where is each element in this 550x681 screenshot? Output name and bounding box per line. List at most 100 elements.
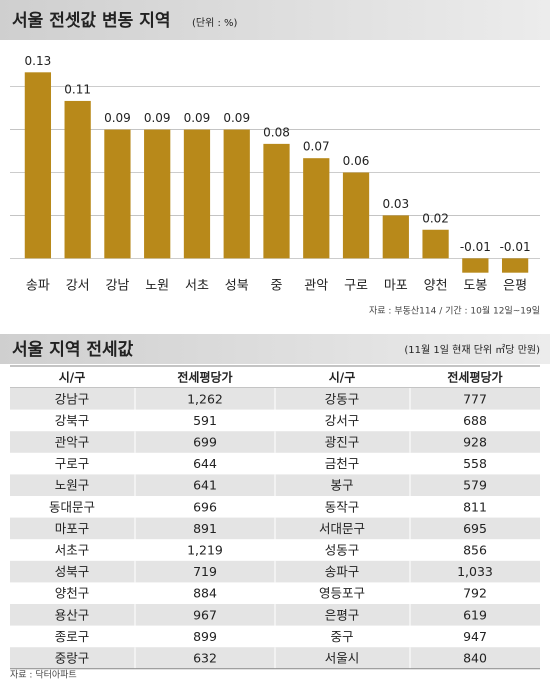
bar	[183, 129, 211, 259]
value-label: 0.09	[144, 111, 171, 125]
table-cell: 811	[463, 499, 487, 514]
chart-unit: (단위 : %)	[192, 16, 238, 29]
table-source: 자료 : 닥터아파트	[10, 670, 77, 681]
chart-title: 서울 전셋값 변동 지역	[12, 11, 171, 31]
bar	[223, 129, 250, 259]
table-cell: 1,219	[187, 543, 223, 558]
x-tick-label: 강서	[66, 279, 90, 294]
value-label: 0.13	[25, 54, 52, 68]
value-label: 0.06	[343, 154, 370, 168]
table-cell: 695	[463, 521, 487, 536]
table-cell: 719	[193, 564, 217, 579]
value-label: 0.03	[382, 197, 409, 211]
table-cell: 영등포구	[319, 586, 365, 601]
x-tick-label: 마포	[384, 279, 408, 294]
table-cell: 마포구	[55, 521, 90, 536]
value-label: -0.01	[460, 240, 491, 254]
bar	[382, 215, 409, 259]
table-cell: 구로구	[55, 456, 90, 471]
table-cell: 856	[463, 543, 487, 558]
table-cell: 서초구	[55, 543, 90, 558]
table-cell: 947	[463, 629, 487, 644]
table-header-cell: 전세평당가	[447, 370, 502, 385]
table-cell: 840	[463, 651, 487, 666]
table-cell: 591	[193, 413, 217, 428]
table-cell: 688	[463, 413, 487, 428]
table-cell: 성북구	[55, 564, 90, 579]
bar	[104, 129, 131, 259]
table-header-bg	[0, 334, 550, 364]
table-cell: 강북구	[55, 413, 90, 428]
bar	[303, 158, 330, 259]
table-cell: 1,262	[187, 391, 223, 406]
table-cell: 641	[193, 478, 217, 493]
table-cell: 579	[463, 478, 487, 493]
table-cell: 광진구	[325, 435, 360, 450]
value-label: 0.09	[184, 111, 211, 125]
table-note: (11월 1일 현재 단위 ㎡당 만원)	[404, 343, 540, 356]
bar	[263, 143, 290, 259]
value-label: 0.02	[422, 211, 449, 225]
value-label: 0.09	[104, 111, 131, 125]
chart-header-bg	[0, 0, 550, 40]
table-header-cell: 시/구	[59, 371, 85, 385]
table-cell: 928	[463, 435, 487, 450]
table-cell: 관악구	[55, 435, 90, 450]
table-cell: 강서구	[325, 413, 360, 428]
table-cell: 중구	[330, 629, 353, 644]
x-tick-label: 노원	[145, 279, 169, 294]
table-cell: 성동구	[325, 543, 360, 558]
table-cell: 792	[463, 586, 487, 601]
value-label: 0.07	[303, 140, 330, 154]
bar	[144, 129, 171, 259]
table-cell: 서대문구	[319, 521, 365, 536]
table-header-cell: 시/구	[329, 371, 355, 385]
chart-source: 자료 : 부동산114 / 기간 : 10월 12일~19일	[369, 305, 540, 317]
table-cell: 967	[193, 607, 217, 622]
table-cell: 884	[193, 586, 217, 601]
table-cell: 558	[463, 456, 487, 471]
table-cell: 899	[193, 629, 217, 644]
table-cell: 632	[193, 651, 217, 666]
table-cell: 891	[193, 521, 217, 536]
table-cell: 금천구	[325, 456, 360, 471]
table-cell: 619	[463, 607, 487, 622]
table-header-cell: 전세평당가	[177, 370, 232, 385]
table-cell: 은평구	[325, 607, 360, 622]
table-cell: 777	[463, 391, 487, 406]
table-title: 서울 지역 전세값	[12, 340, 134, 360]
table-cell: 699	[193, 435, 217, 450]
table-cell: 서울시	[325, 651, 360, 666]
value-label: -0.01	[500, 240, 531, 254]
x-tick-label: 송파	[26, 279, 50, 294]
table-cell: 강남구	[55, 391, 90, 406]
value-label: 0.09	[223, 111, 250, 125]
bar	[24, 72, 52, 259]
table-cell: 봉구	[330, 478, 353, 493]
table-cell: 강동구	[325, 391, 360, 406]
bar	[64, 100, 91, 259]
value-label: 0.11	[64, 82, 91, 96]
table-cell: 644	[193, 456, 217, 471]
x-tick-label: 성북	[225, 279, 249, 294]
x-tick-label: 중	[271, 279, 283, 294]
value-label: 0.08	[263, 125, 290, 139]
bar	[462, 258, 489, 273]
table-cell: 양천구	[55, 586, 90, 601]
x-tick-label: 구로	[344, 279, 368, 294]
x-tick-label: 양천	[424, 279, 448, 294]
bar	[501, 258, 529, 273]
table-cell: 동작구	[325, 499, 360, 514]
x-tick-label: 관악	[304, 279, 328, 294]
table-cell: 중랑구	[55, 651, 90, 666]
x-tick-label: 서초	[185, 279, 209, 294]
x-tick-label: 은평	[503, 279, 527, 294]
table-cell: 송파구	[325, 564, 360, 579]
bar	[422, 229, 449, 259]
bar	[342, 172, 370, 259]
table-cell: 1,033	[457, 564, 493, 579]
table-cell: 용산구	[55, 607, 90, 622]
x-tick-label: 도봉	[463, 279, 487, 294]
table-cell: 동대문구	[49, 499, 95, 514]
